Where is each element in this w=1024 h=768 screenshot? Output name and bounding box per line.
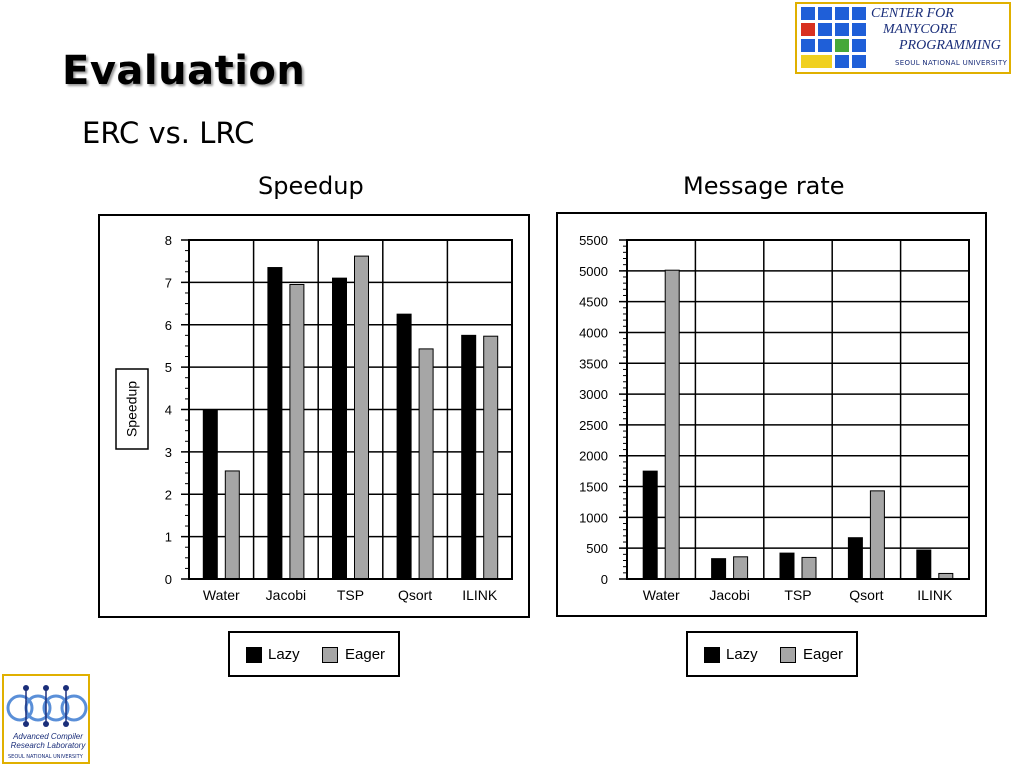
speedup-bar-eager <box>289 283 305 580</box>
message-rate-y-tick-label: 0 <box>601 572 608 587</box>
message-rate-bar-eager <box>733 556 749 580</box>
message-rate-bar-eager <box>664 269 680 580</box>
speedup-plot-area <box>188 239 513 580</box>
message-rate-y-tick-label: 3500 <box>579 356 608 371</box>
legend-label-lazy: Lazy <box>726 646 758 663</box>
message-rate-bar-lazy <box>916 549 932 580</box>
lab-university-text: SEOUL NATIONAL UNIVERSITY <box>8 754 83 760</box>
speedup-x-tick-label: TSP <box>337 587 364 603</box>
message-rate-x-tick-label: Water <box>643 587 680 603</box>
logo-university-text: SEOUL NATIONAL UNIVERSITY <box>895 59 1008 67</box>
legend-label-lazy: Lazy <box>268 646 300 663</box>
message-rate-plot-area <box>626 239 970 580</box>
message-rate-bar-lazy <box>711 558 727 580</box>
message-rate-bar-lazy <box>779 552 795 580</box>
speedup-bar-lazy <box>332 277 347 580</box>
message-rate-y-tick-label: 4500 <box>579 295 608 310</box>
message-rate-y-tick-label: 5000 <box>579 264 608 279</box>
slide-subtitle: ERC vs. LRC <box>82 116 255 150</box>
message-rate-x-tick-label: Qsort <box>849 587 883 603</box>
message-rate-y-tick-label: 1500 <box>579 480 608 495</box>
speedup-bar-eager <box>418 348 434 580</box>
legend-swatch-eager <box>780 647 796 663</box>
center-for-manycore-programming-logo: Center for Manycore Programming SEOUL NA… <box>795 2 1011 74</box>
speedup-bar-lazy <box>396 313 412 580</box>
message-rate-x-tick-label: Jacobi <box>709 587 749 603</box>
speedup-y-axis-label: Speedup <box>124 381 140 437</box>
message-rate-x-tick-label: TSP <box>784 587 811 603</box>
message-rate-y-tick-label: 3000 <box>579 387 608 402</box>
speedup-bar-eager <box>483 335 499 580</box>
speedup-bar-eager <box>354 255 369 580</box>
speedup-y-tick-label: 4 <box>165 403 172 418</box>
legend-label-eager: Eager <box>803 646 844 663</box>
message-rate-y-tick-label: 2500 <box>579 418 608 433</box>
message-rate-bar-lazy <box>642 470 658 580</box>
message-rate-bar-eager <box>869 490 885 580</box>
speedup-chart-caption: Speedup <box>258 172 364 200</box>
speedup-y-tick-label: 3 <box>165 445 172 460</box>
logo-text: Center for Manycore Programming <box>871 6 1001 53</box>
speedup-y-axis-label-box <box>115 368 149 450</box>
message-rate-chart-caption: Message rate <box>683 172 845 200</box>
speedup-y-tick-label: 1 <box>165 530 172 545</box>
message-rate-bar-eager <box>801 556 817 580</box>
speedup-legend: Lazy Eager <box>228 631 400 677</box>
speedup-x-tick-label: Jacobi <box>266 587 306 603</box>
logo-color-grid <box>801 7 867 71</box>
message-rate-y-tick-label: 500 <box>586 541 608 556</box>
speedup-y-tick-label: 5 <box>165 360 172 375</box>
message-rate-y-tick-label: 2000 <box>579 449 608 464</box>
speedup-x-tick-label: Qsort <box>398 587 432 603</box>
speedup-bar-lazy <box>202 409 218 580</box>
slide-title: Evaluation <box>62 48 306 94</box>
speedup-bar-lazy <box>267 267 283 580</box>
speedup-y-tick-label: 6 <box>165 318 172 333</box>
speedup-x-tick-label: Water <box>203 587 240 603</box>
speedup-y-tick-label: 2 <box>165 487 172 502</box>
speedup-y-tick-label: 0 <box>165 572 172 587</box>
speedup-y-tick-label: 8 <box>165 233 172 248</box>
legend-swatch-lazy <box>704 647 720 663</box>
speedup-y-tick-label: 7 <box>165 275 172 290</box>
lab-emblem-icon <box>6 685 88 727</box>
legend-swatch-eager <box>322 647 338 663</box>
legend-swatch-lazy <box>246 647 262 663</box>
lab-name: Advanced Compiler Research Laboratory <box>10 732 86 750</box>
message-rate-x-tick-label: ILINK <box>917 587 953 603</box>
speedup-x-tick-label: ILINK <box>462 587 498 603</box>
legend-label-eager: Eager <box>345 646 386 663</box>
message-rate-y-tick-label: 5500 <box>579 233 608 248</box>
speedup-bar-lazy <box>461 334 477 580</box>
message-rate-legend: Lazy Eager <box>686 631 858 677</box>
message-rate-bar-lazy <box>847 537 863 580</box>
speedup-bar-eager <box>224 470 240 580</box>
message-rate-y-tick-label: 4000 <box>579 325 608 340</box>
advanced-compiler-research-laboratory-logo: Advanced Compiler Research Laboratory SE… <box>2 674 90 764</box>
message-rate-y-tick-label: 1000 <box>579 510 608 525</box>
